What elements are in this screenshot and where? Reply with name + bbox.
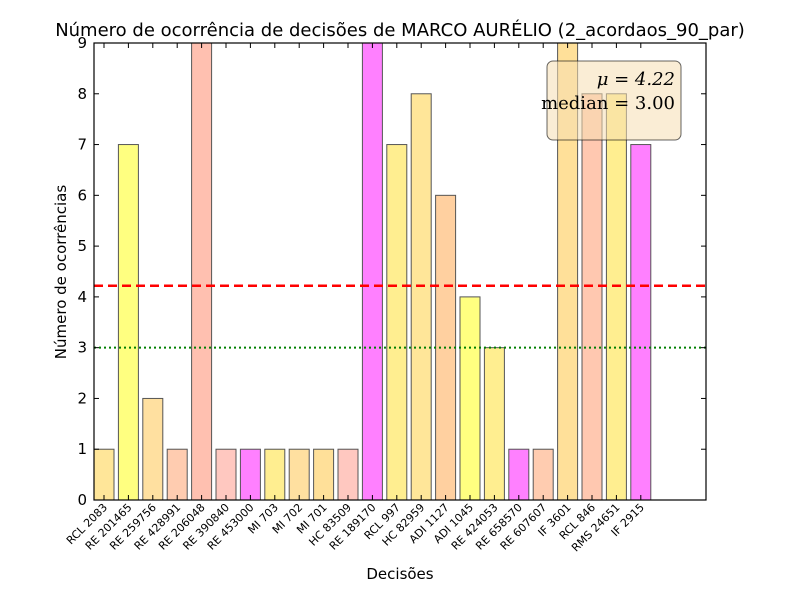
bar-re-428991 <box>166 448 188 501</box>
bar-hc-82959 <box>410 93 432 501</box>
y-axis-label: Número de ocorrências <box>52 185 70 360</box>
bar-re-390840 <box>215 448 237 501</box>
stats-median-text: median = 3.00 <box>541 93 675 114</box>
bar-re-201465 <box>117 144 139 501</box>
stats-mean-text: μ = 4.22 <box>597 69 675 90</box>
bar-mi-701 <box>313 448 335 501</box>
bar-rcl-846 <box>581 93 603 501</box>
stats-box: μ = 4.22 median = 3.00 <box>541 60 682 141</box>
bar-re-259756 <box>142 397 164 501</box>
bar-re-189170 <box>361 42 383 501</box>
bar-hc-83509 <box>337 448 359 501</box>
y-tick-label-0: 0 <box>77 491 87 509</box>
plot-frame <box>93 42 707 501</box>
y-tick-label-6: 6 <box>77 186 87 204</box>
bar-re-658570 <box>508 448 530 501</box>
bar-rcl-2083 <box>93 448 115 501</box>
y-tick-label-8: 8 <box>77 85 87 103</box>
y-tick-label-9: 9 <box>77 34 87 52</box>
bar-adi-1045 <box>459 296 481 501</box>
y-tick-label-2: 2 <box>77 389 87 407</box>
chart-title: Número de ocorrência de decisões de MARC… <box>55 19 745 41</box>
bars-group <box>93 42 652 501</box>
y-tick-label-7: 7 <box>77 136 87 154</box>
bar-rcl-997 <box>386 144 408 501</box>
y-axis-ticks: 0 1 2 3 4 5 6 7 8 9 <box>77 34 706 509</box>
stats-box-background <box>546 60 682 141</box>
bar-mi-703 <box>264 448 286 501</box>
y-tick-label-5: 5 <box>77 237 87 255</box>
bar-rms-24651 <box>605 93 627 501</box>
bar-re-453000 <box>239 448 261 501</box>
bar-re-206048 <box>191 42 213 501</box>
y-tick-label-4: 4 <box>77 288 87 306</box>
reference-lines <box>94 284 706 349</box>
x-axis-label: Decisões <box>366 565 433 583</box>
y-tick-label-3: 3 <box>77 339 87 357</box>
y-tick-label-1: 1 <box>77 440 87 458</box>
bar-if-2915 <box>630 144 652 501</box>
bar-mi-702 <box>288 448 310 501</box>
bar-re-424053 <box>483 347 505 501</box>
bar-re-607607 <box>532 448 554 501</box>
